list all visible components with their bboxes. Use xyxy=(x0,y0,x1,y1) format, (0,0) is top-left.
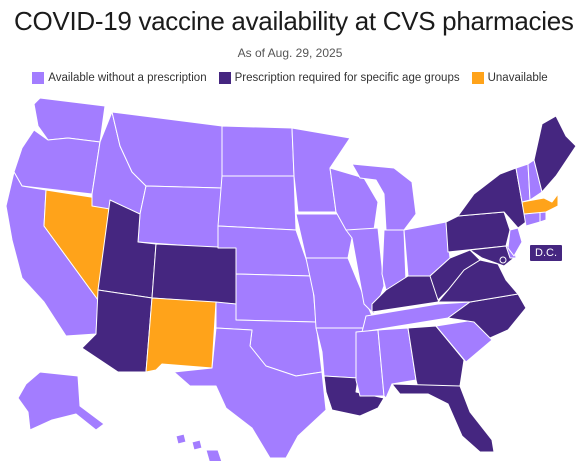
legend-label-unavailable: Unavailable xyxy=(487,72,548,84)
legend-swatch-available xyxy=(32,72,45,84)
state-pa xyxy=(445,211,511,253)
legend-label-prescription: Prescription required for specific age g… xyxy=(234,72,460,84)
state-tx xyxy=(173,327,327,459)
dc-label: D.C. xyxy=(529,244,563,262)
state-co xyxy=(151,243,239,305)
legend-item-available: Available without a prescription xyxy=(32,72,207,84)
state-ks xyxy=(235,273,317,323)
legend-swatch-prescription xyxy=(218,72,231,84)
state-ca xyxy=(5,171,99,337)
state-ma xyxy=(521,193,559,215)
state-ak xyxy=(17,371,105,431)
state-sc xyxy=(435,319,493,363)
state-sd xyxy=(217,175,297,231)
state-fl xyxy=(391,383,495,453)
legend: Available without a prescription Prescri… xyxy=(0,72,580,84)
state-hi xyxy=(175,433,223,461)
state-ms xyxy=(355,329,385,397)
chart-subtitle: As of Aug. 29, 2025 xyxy=(237,46,343,60)
legend-swatch-unavailable xyxy=(471,72,484,84)
state-nm xyxy=(145,297,217,373)
state-dc xyxy=(499,256,507,264)
legend-item-prescription: Prescription required for specific age g… xyxy=(218,72,460,84)
state-wa xyxy=(33,97,106,143)
chart-title: COVID-19 vaccine availability at CVS pha… xyxy=(14,6,574,36)
state-wy xyxy=(137,185,223,249)
state-nd xyxy=(221,125,295,177)
legend-item-unavailable: Unavailable xyxy=(471,72,548,84)
state-me xyxy=(533,115,577,193)
state-ia xyxy=(295,213,353,259)
state-wv xyxy=(429,249,481,301)
legend-label-available: Available without a prescription xyxy=(48,72,207,84)
state-ri xyxy=(539,211,547,223)
us-states-map xyxy=(5,97,577,461)
state-nj xyxy=(507,227,523,257)
state-il xyxy=(345,227,385,315)
